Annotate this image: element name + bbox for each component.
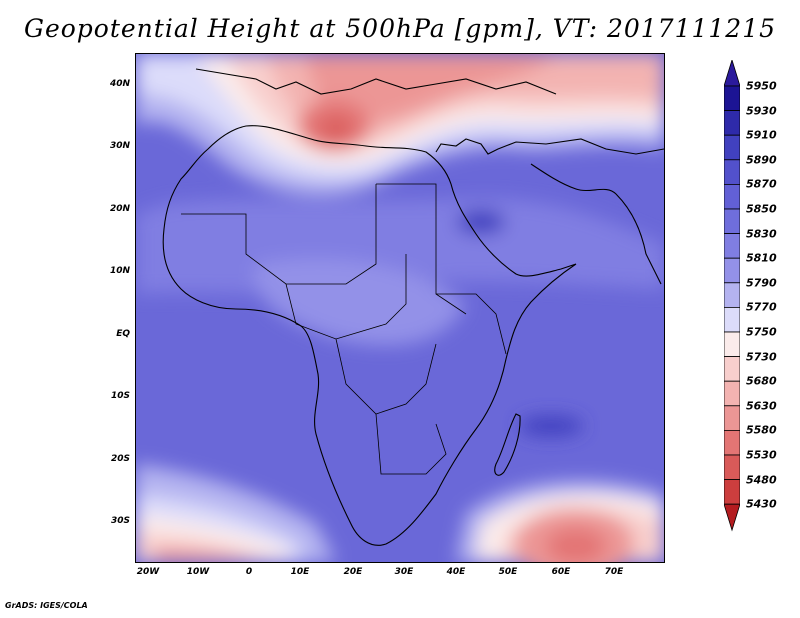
coastlines (162, 68, 664, 546)
colorbar-level-label: 5890 (746, 153, 777, 167)
colorbar-swatch (724, 208, 740, 235)
colorbar-swatch (724, 134, 740, 161)
colorbar-level-label: 5680 (746, 374, 777, 388)
grads-credit: GrADS: IGES/COLA (5, 601, 88, 610)
lat-label-10s: 10S (110, 391, 130, 401)
colorbar-level-label: 5950 (746, 79, 777, 93)
colorbar-swatch (724, 85, 740, 112)
colorbar-swatch (724, 405, 740, 431)
lon-label-10e: 10E (290, 567, 310, 577)
colorbar-bottom-arrow (724, 503, 740, 532)
colorbar-swatch (724, 110, 740, 136)
colorbar-level-label: 5930 (746, 104, 777, 118)
country-borders (181, 183, 507, 475)
colorbar-level-label: 5910 (746, 128, 777, 142)
geopotential-height-map (135, 53, 665, 563)
lat-label-40n: 40N (109, 79, 130, 89)
lat-label-eq: EQ (116, 329, 130, 339)
colorbar-level-label: 5810 (746, 251, 777, 265)
lat-label-20s: 20S (110, 454, 130, 464)
lon-label-50e: 50E (498, 567, 518, 577)
colorbar-level-label: 5830 (746, 227, 777, 241)
colorbar-level-label: 5580 (746, 423, 777, 437)
lat-label-30s: 30S (110, 516, 130, 526)
lat-label-30n: 30N (109, 141, 130, 151)
colorbar-level-label: 5770 (746, 300, 777, 314)
colorbar-swatch (724, 331, 740, 358)
colorbar-swatch (724, 257, 740, 284)
lat-label-10n: 10N (109, 266, 130, 276)
colorbar-swatch (724, 356, 740, 382)
colorbar-swatch (724, 233, 740, 259)
lon-label-0: 0 (245, 567, 253, 577)
colorbar-level-label: 5850 (746, 202, 777, 216)
colorbar-level-label: 5480 (746, 473, 777, 487)
colorbar-swatch (724, 454, 740, 481)
colorbar-swatch (724, 184, 740, 210)
map-title: Geopotential Height at 500hPa [gpm], VT:… (23, 14, 777, 43)
lon-label-30e: 30E (394, 567, 414, 577)
map-canvas (136, 54, 664, 562)
colorbar-level-label: 5750 (746, 325, 777, 339)
colorbar-level-label: 5430 (746, 497, 777, 511)
colorbar-swatch (724, 159, 740, 185)
colorbar-level-label: 5870 (746, 177, 777, 191)
colorbar-swatch (724, 479, 740, 505)
colorbar-swatch (724, 306, 740, 333)
colorbar-swatch (724, 429, 740, 456)
colorbar-level-label: 5730 (746, 350, 777, 364)
height-contours (136, 54, 664, 562)
colorbar-top-arrow (724, 60, 740, 87)
colorbar-level-label: 5630 (746, 399, 777, 413)
colorbar-swatch (724, 380, 740, 407)
lon-label-40e: 40E (446, 567, 466, 577)
lon-label-20w: 20W (136, 567, 160, 577)
colorbar-level-label: 5530 (746, 448, 777, 462)
lat-label-20n: 20N (109, 204, 130, 214)
lon-label-70e: 70E (604, 567, 624, 577)
colorbar-swatch (724, 282, 740, 308)
lon-label-10w: 10W (186, 567, 210, 577)
lon-label-20e: 20E (343, 567, 363, 577)
colorbar-level-label: 5790 (746, 276, 777, 290)
colorbar (724, 60, 740, 532)
lon-label-60e: 60E (551, 567, 571, 577)
